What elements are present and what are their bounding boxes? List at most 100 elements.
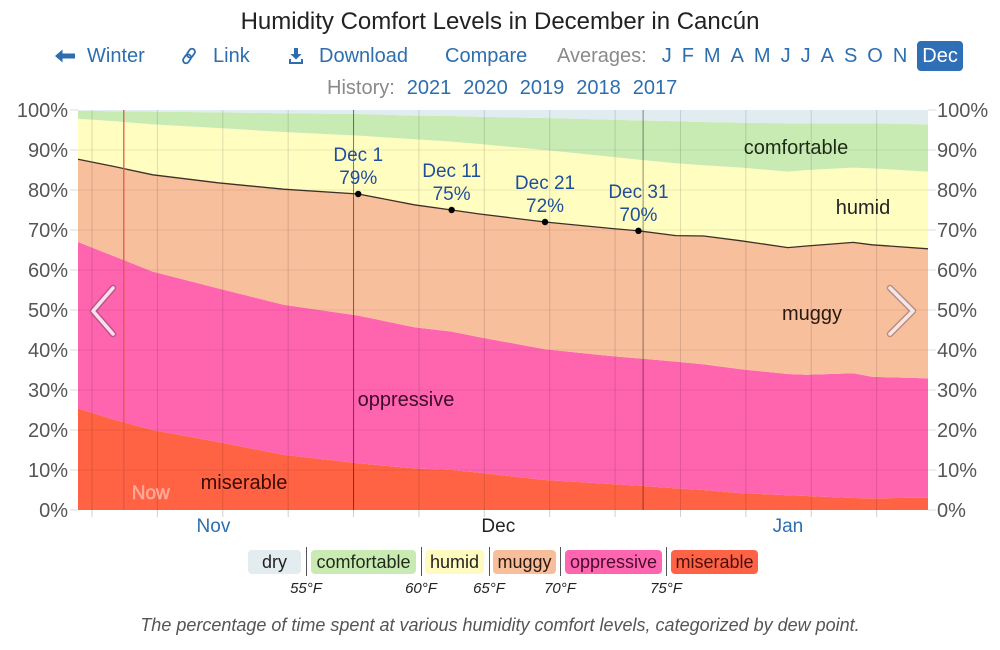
chevron-left-icon[interactable]: [89, 284, 117, 338]
month-link-sep[interactable]: S: [843, 45, 858, 67]
link-label: Link: [213, 45, 250, 67]
legend-threshold-label: 65°F: [473, 580, 505, 597]
band-label-miserable: miserable: [201, 472, 288, 494]
band-label-comfortable: comfortable: [744, 137, 849, 159]
y-axis-label-right: 50%: [937, 300, 977, 322]
page-title: Humidity Comfort Levels in December in C…: [240, 8, 760, 35]
y-axis-label-right: 60%: [937, 260, 977, 282]
now-label: Now: [132, 483, 170, 504]
x-axis-month-jan[interactable]: Jan: [773, 516, 804, 537]
y-axis-label-right: 100%: [937, 100, 988, 122]
chevron-left-stroke: [91, 286, 115, 336]
download-button[interactable]: Download: [289, 44, 408, 68]
now-marker: Now: [123, 110, 170, 510]
y-axis-label-left: 10%: [28, 460, 68, 482]
band-label-humid: humid: [836, 197, 890, 219]
annotation-date-label: Dec 1: [333, 145, 383, 166]
legend-item-dry: dry: [248, 550, 301, 574]
month-link-may[interactable]: M: [753, 45, 771, 67]
next-period-button[interactable]: [886, 284, 917, 338]
annotation-value-label: 70%: [619, 205, 657, 226]
arrow-left-icon: [55, 49, 75, 63]
legend-item-humid: humid: [425, 550, 484, 574]
compare-button[interactable]: Compare: [445, 44, 527, 68]
band-muggy: [78, 159, 928, 379]
annotation-value-label: 75%: [433, 184, 471, 205]
chevron-right-stroke: [888, 286, 915, 336]
legend-item-miserable: miserable: [671, 550, 758, 574]
chart-caption: The percentage of time spent at various …: [140, 615, 860, 635]
month-link-jan[interactable]: J: [661, 45, 672, 67]
x-axis-month-dec: Dec: [481, 516, 515, 537]
annotation-date-label: Dec 11: [422, 161, 481, 182]
averages-label: Averages:: [557, 45, 647, 67]
monthly-averages-nav: Averages: J F M A M J J A S O N Dec: [557, 41, 963, 71]
y-axis-label-left: 0%: [39, 500, 68, 522]
band-label-muggy: muggy: [782, 303, 842, 325]
month-link-mar[interactable]: M: [703, 45, 721, 67]
axes: 0% 0% 10% 10% 20% 20% 30% 30% 40% 40% 50% 50% 60% 60%…: [17, 100, 989, 537]
month-link-jul[interactable]: J: [800, 45, 811, 67]
band-dry: [78, 110, 928, 125]
month-link-nov[interactable]: N: [892, 45, 908, 67]
y-axis-label-right: 10%: [937, 460, 977, 482]
legend-divider: [666, 547, 667, 576]
annotation-date-label: Dec 21: [515, 173, 575, 194]
band-oppressive: [78, 242, 928, 499]
muggy-humid-boundary-line: [77, 158, 929, 250]
history-year-link[interactable]: 2017: [632, 77, 678, 99]
y-axis-label-right: 90%: [937, 140, 977, 162]
compare-label: Compare: [445, 45, 528, 67]
y-axis-label-left: 80%: [28, 180, 68, 202]
back-link-label: Winter: [87, 45, 145, 67]
permalink-button[interactable]: Link: [180, 44, 250, 68]
download-label: Download: [319, 45, 408, 67]
chevron-right-icon[interactable]: [886, 284, 917, 338]
y-axis-label-left: 50%: [28, 300, 68, 322]
legend-divider: [560, 547, 561, 576]
previous-period-button[interactable]: [89, 284, 117, 338]
band-labels: miserable oppressive muggy humid comfortable: [201, 137, 891, 494]
band-miserable: [78, 408, 928, 510]
month-link-feb[interactable]: F: [681, 45, 694, 67]
month-link-apr[interactable]: A: [730, 45, 744, 67]
y-axis-label-left: 90%: [28, 140, 68, 162]
history-year-link[interactable]: 2018: [576, 77, 621, 99]
annotation-dot: [635, 227, 642, 234]
legend-item-muggy: muggy: [493, 550, 556, 574]
month-selector: J F M A M J J A S O N Dec: [662, 41, 963, 71]
legend-threshold-label: 75°F: [650, 580, 682, 597]
y-axis-label-left: 60%: [28, 260, 68, 282]
annotation-dot: [448, 206, 455, 214]
download-icon: [289, 48, 303, 64]
history-nav: History: 2021 2020 2019 2018 2017: [327, 76, 677, 100]
band-comfortable: [78, 110, 928, 172]
legend-divider: [489, 547, 490, 576]
legend-threshold-label: 60°F: [405, 580, 437, 597]
annotation-value-label: 79%: [339, 168, 377, 189]
link-icon: [180, 47, 198, 65]
annotation-dot: [541, 218, 549, 226]
month-link-aug[interactable]: A: [820, 45, 834, 67]
month-link-oct[interactable]: O: [867, 45, 883, 67]
y-axis-label-right: 30%: [937, 380, 977, 402]
month-link-dec[interactable]: Dec: [917, 41, 963, 71]
y-axis-label-right: 70%: [937, 220, 977, 242]
history-year-link[interactable]: 2019: [519, 77, 565, 99]
legend-item-comfortable: comfortable: [311, 550, 416, 574]
month-link-jun[interactable]: J: [780, 45, 791, 67]
history-year-link[interactable]: 2021: [406, 77, 452, 99]
band-label-oppressive: oppressive: [358, 389, 455, 411]
boundary-line-layer: [77, 158, 929, 250]
band-humid: [78, 118, 928, 249]
legend-threshold-label: 70°F: [544, 580, 576, 597]
legend-item-oppressive: oppressive: [565, 550, 662, 574]
back-to-winter-link[interactable]: Winter: [55, 44, 145, 68]
annotation-value-label: 72%: [526, 196, 564, 217]
legend-divider: [421, 547, 422, 576]
history-label: History:: [327, 77, 395, 99]
history-year-link[interactable]: 2020: [463, 77, 508, 99]
legend-threshold-label: 55°F: [290, 580, 322, 597]
x-axis-month-nov[interactable]: Nov: [197, 516, 231, 537]
